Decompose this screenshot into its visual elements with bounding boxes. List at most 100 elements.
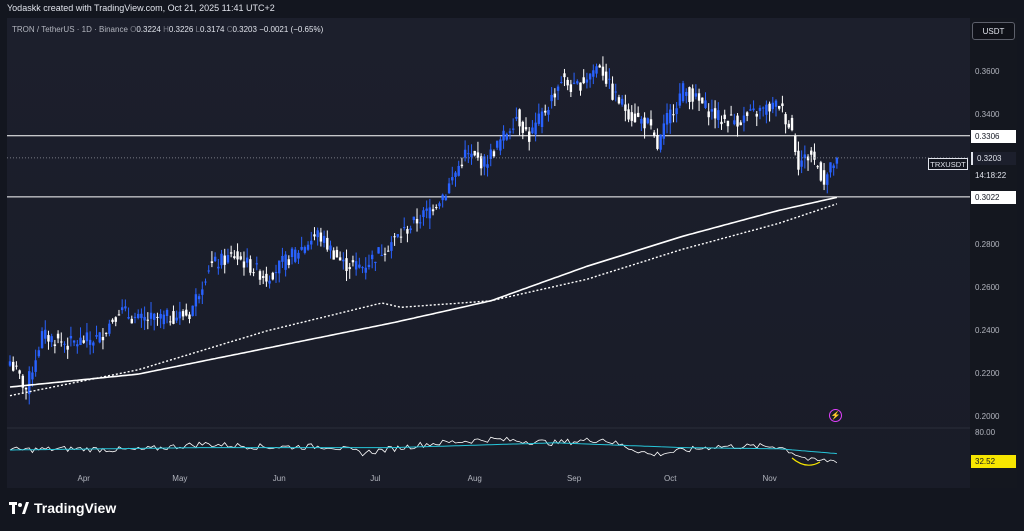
candle-body bbox=[790, 117, 794, 131]
candle-body bbox=[108, 323, 111, 334]
candle-body bbox=[624, 104, 627, 111]
candle-body bbox=[707, 111, 710, 118]
candle-body bbox=[794, 135, 797, 153]
candle-body bbox=[784, 114, 787, 125]
candle-body bbox=[354, 261, 358, 270]
candle-body bbox=[563, 73, 566, 78]
candle-body bbox=[733, 120, 736, 125]
candle-body bbox=[69, 336, 73, 339]
candle-body bbox=[643, 117, 646, 129]
candle-body bbox=[114, 317, 117, 322]
candle-body bbox=[156, 316, 159, 318]
bar-countdown: 14:18:22 bbox=[975, 171, 1007, 180]
candle-body bbox=[739, 122, 742, 126]
candle-body bbox=[137, 313, 140, 319]
candle-body bbox=[306, 244, 310, 250]
candle-body bbox=[454, 172, 457, 177]
candle-body bbox=[608, 78, 611, 80]
candle-body bbox=[386, 250, 390, 252]
candle-body bbox=[502, 130, 505, 141]
candle-body bbox=[242, 261, 246, 268]
candle-body bbox=[165, 309, 169, 317]
candle-body bbox=[717, 110, 720, 121]
candle-body bbox=[287, 259, 291, 266]
candle-body bbox=[98, 332, 101, 343]
candle-body bbox=[188, 314, 191, 319]
candle-body bbox=[431, 209, 435, 212]
candle-body bbox=[447, 183, 451, 194]
candle-body bbox=[569, 84, 573, 92]
candle-body bbox=[499, 139, 502, 151]
candle-body bbox=[223, 255, 226, 265]
candle-body bbox=[771, 102, 774, 110]
candle-body bbox=[329, 245, 332, 251]
candle-body bbox=[457, 165, 460, 176]
candle-body bbox=[396, 234, 400, 237]
candle-body bbox=[149, 312, 153, 319]
candle-body bbox=[383, 253, 387, 255]
candle-body bbox=[470, 153, 473, 158]
symbol-name[interactable]: TRON / TetherUS · 1D · Binance bbox=[12, 25, 128, 34]
candle-body bbox=[810, 150, 813, 155]
candle-body bbox=[204, 281, 207, 283]
candle-body bbox=[261, 276, 265, 278]
candle-body bbox=[781, 103, 784, 107]
candle-body bbox=[617, 97, 621, 104]
price-axis[interactable] bbox=[970, 18, 1017, 488]
high-value: 0.3226 bbox=[168, 25, 194, 34]
candle-body bbox=[566, 79, 569, 86]
candle-body bbox=[342, 259, 345, 262]
candle-body bbox=[24, 387, 28, 390]
candle-body bbox=[281, 255, 284, 262]
candle-body bbox=[518, 109, 521, 127]
candle-body bbox=[774, 100, 778, 107]
candle-body bbox=[582, 77, 585, 84]
candle-body bbox=[560, 82, 563, 84]
candle-body bbox=[265, 273, 268, 282]
flash-icon[interactable]: ⚡ bbox=[829, 409, 842, 422]
brand-logo: TradingView bbox=[9, 500, 116, 516]
candle-body bbox=[681, 83, 685, 102]
candle-body bbox=[271, 272, 275, 280]
high-key: H bbox=[163, 25, 169, 34]
y-tick-label: 0.2200 bbox=[975, 369, 1000, 379]
candle-body bbox=[303, 247, 307, 253]
candle-body bbox=[53, 344, 57, 346]
candle-body bbox=[361, 267, 364, 269]
candle-body bbox=[322, 235, 326, 243]
candle-body bbox=[300, 246, 303, 250]
candle-body bbox=[332, 250, 335, 260]
rsi-ma-line bbox=[10, 442, 837, 455]
candle-body bbox=[460, 164, 464, 167]
candle-body bbox=[832, 165, 835, 169]
candle-body bbox=[489, 149, 492, 159]
candle-body bbox=[826, 174, 829, 185]
candle-body bbox=[290, 248, 294, 258]
candle-body bbox=[21, 375, 25, 388]
candle-body bbox=[120, 307, 124, 311]
candle-body bbox=[236, 251, 239, 260]
candle-body bbox=[694, 93, 698, 97]
candle-body bbox=[12, 361, 15, 371]
plot-area[interactable] bbox=[7, 18, 970, 488]
candle-body bbox=[697, 93, 701, 101]
change-value: −0.0021 (−0.65%) bbox=[259, 25, 324, 34]
candle-body bbox=[547, 110, 550, 115]
candle-body bbox=[297, 252, 300, 259]
brand-name: TradingView bbox=[34, 500, 117, 516]
candle-body bbox=[345, 258, 348, 271]
tradingview-logo-icon bbox=[9, 502, 29, 514]
candle-body bbox=[768, 103, 771, 112]
candle-body bbox=[191, 305, 194, 316]
candle-body bbox=[511, 128, 515, 130]
candle-body bbox=[60, 341, 63, 343]
currency-button[interactable]: USDT bbox=[972, 22, 1015, 40]
candle-body bbox=[201, 289, 204, 295]
candle-body bbox=[441, 194, 444, 201]
candle-body bbox=[537, 113, 541, 124]
candle-body bbox=[422, 210, 425, 218]
candle-body bbox=[220, 253, 223, 266]
candle-body bbox=[34, 360, 37, 372]
rsi-oversold-highlight bbox=[791, 457, 821, 466]
candle-body bbox=[101, 336, 105, 341]
